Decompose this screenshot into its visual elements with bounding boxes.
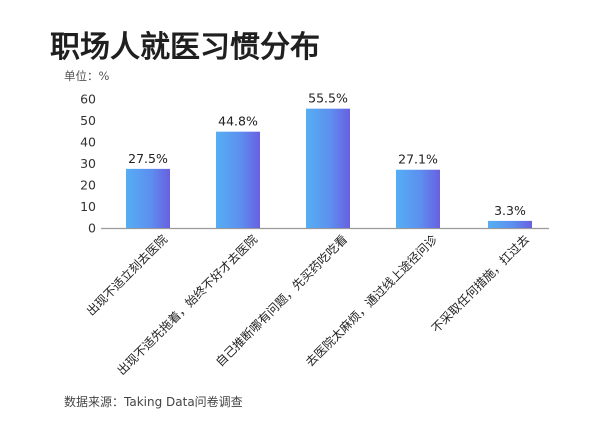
bar <box>488 220 532 228</box>
category-labels: 出现不适立刻去医院出现不适先拖着，始终不好才去医院自己推断哪有问题，先买药吃吃看… <box>83 232 532 378</box>
y-axis-ticks: 0 10 20 30 40 50 60 <box>80 92 96 236</box>
y-tick-label: 40 <box>80 135 96 150</box>
source-note: 数据来源：Taking Data问卷调查 <box>64 394 243 409</box>
watermark: 新浪号 @华龙数据新闻实验室 <box>384 410 570 427</box>
chart-title: 职场人就医习惯分布 <box>50 30 320 65</box>
data-label: 27.5% <box>128 151 168 166</box>
y-tick-label: 60 <box>80 92 96 107</box>
bar <box>126 168 170 228</box>
bars <box>126 108 532 228</box>
y-tick-label: 0 <box>88 221 96 236</box>
bar <box>396 169 440 228</box>
unit-label: 单位：% <box>64 69 109 83</box>
y-tick-label: 50 <box>80 113 96 128</box>
category-label: 出现不适立刻去医院 <box>83 232 170 319</box>
bar <box>216 131 260 228</box>
y-tick-label: 10 <box>80 199 96 214</box>
watermark-logo: 新浪号 <box>384 410 427 427</box>
watermark-text: @华龙数据新闻实验室 <box>440 411 570 427</box>
data-label: 3.3% <box>494 203 526 218</box>
data-label: 27.1% <box>398 152 438 167</box>
y-tick-label: 30 <box>80 156 96 171</box>
data-label: 55.5% <box>308 91 348 106</box>
y-tick-label: 20 <box>80 178 96 193</box>
category-label: 出现不适先拖着，始终不好才去医院 <box>114 232 260 378</box>
bar <box>306 108 350 228</box>
category-label: 不采取任何措施，扛过去 <box>428 232 532 336</box>
data-labels: 27.5% 44.8% 55.5% 27.1% 3.3% <box>128 91 526 218</box>
data-label: 44.8% <box>218 114 258 129</box>
